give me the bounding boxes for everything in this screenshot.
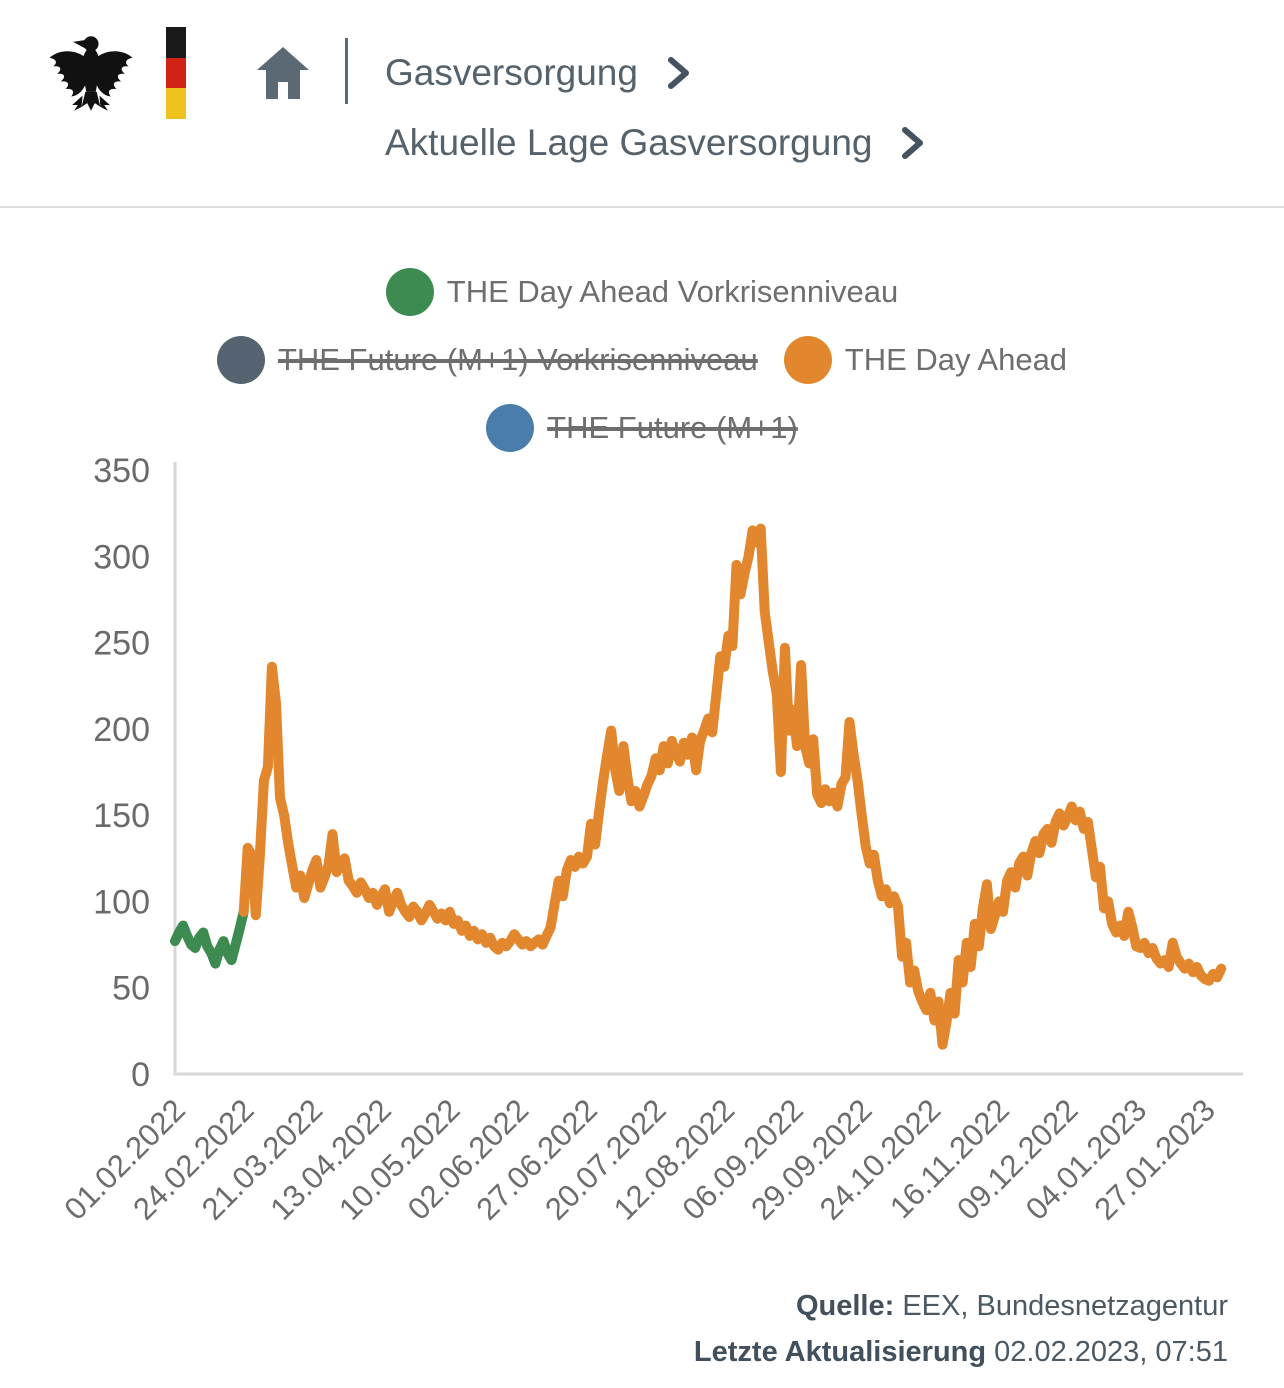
chart-footer: Quelle: EEX, Bundesnetzagentur Letzte Ak…	[694, 1290, 1228, 1382]
legend-dot-green	[385, 268, 434, 316]
agency-logo[interactable]	[42, 22, 192, 122]
chart-legend: THE Day Ahead Vorkrisenniveau THE Future…	[0, 268, 1284, 452]
breadcrumb-item-aktuelle-lage[interactable]: Aktuelle Lage Gasversorgung	[385, 122, 873, 163]
german-flag-stripe-icon	[166, 27, 186, 120]
legend-label: THE Day Ahead Vorkrisenniveau	[446, 274, 899, 309]
svg-text:350: 350	[93, 452, 150, 490]
last-update-label: Letzte Aktualisierung	[693, 1336, 987, 1368]
legend-label: THE Future (M+1)	[547, 410, 798, 445]
legend-dot-orange	[783, 336, 832, 384]
svg-text:0: 0	[131, 1056, 150, 1094]
page-header: Gasversorgung Aktuelle Lage Gasversorgun…	[0, 0, 1284, 207]
svg-text:100: 100	[93, 883, 150, 921]
svg-text:250: 250	[93, 625, 150, 663]
header-separator	[0, 206, 1284, 208]
source-label: Quelle:	[795, 1290, 895, 1322]
federal-eagle-icon	[49, 36, 133, 111]
x-axis-labels: 01.02.202224.02.202221.03.202213.04.2022…	[57, 1092, 1221, 1226]
chevron-right-icon[interactable]	[666, 56, 692, 90]
flag-gold	[166, 88, 186, 120]
series-line-the-day-ahead	[238, 523, 1227, 1050]
svg-text:50: 50	[112, 970, 150, 1008]
last-update-note: Letzte Aktualisierung 02.02.2023, 07:51	[694, 1336, 1228, 1369]
legend-dot-blue	[486, 404, 535, 452]
source-note: Quelle: EEX, Bundesnetzagentur	[694, 1290, 1228, 1323]
flag-black	[166, 27, 186, 58]
legend-item-the-future-m1-vorkrisenniveau[interactable]: THE Future (M+1) Vorkrisenniveau	[216, 336, 758, 384]
legend-label: THE Future (M+1) Vorkrisenniveau	[277, 342, 758, 377]
legend-item-the-day-ahead-vorkrisenniveau[interactable]: THE Day Ahead Vorkrisenniveau	[385, 268, 899, 316]
svg-text:200: 200	[93, 711, 150, 749]
legend-item-the-future-m1[interactable]: THE Future (M+1)	[486, 404, 798, 452]
home-icon[interactable]	[255, 44, 311, 102]
last-update-value: 02.02.2023, 07:51	[994, 1336, 1228, 1368]
legend-item-the-day-ahead[interactable]: THE Day Ahead	[783, 336, 1068, 384]
legend-dot-gray	[216, 336, 265, 384]
chart-axes	[173, 462, 1243, 1076]
legend-label: THE Day Ahead	[844, 342, 1068, 377]
series-line-the-day-ahead-vorkrisenniveau	[170, 906, 249, 969]
breadcrumb-item-gasversorgung[interactable]: Gasversorgung	[385, 52, 638, 93]
breadcrumb: Gasversorgung Aktuelle Lage Gasversorgun…	[385, 46, 926, 186]
svg-text:150: 150	[93, 797, 150, 835]
y-axis-labels: 0 50 100 150 200 250 300 350	[93, 452, 150, 1094]
data-series-lines	[170, 523, 1227, 1050]
breadcrumb-divider	[345, 38, 348, 104]
source-value: EEX, Bundesnetzagentur	[902, 1290, 1228, 1322]
chevron-right-icon[interactable]	[900, 126, 926, 160]
flag-red	[166, 57, 186, 89]
svg-text:300: 300	[93, 538, 150, 576]
